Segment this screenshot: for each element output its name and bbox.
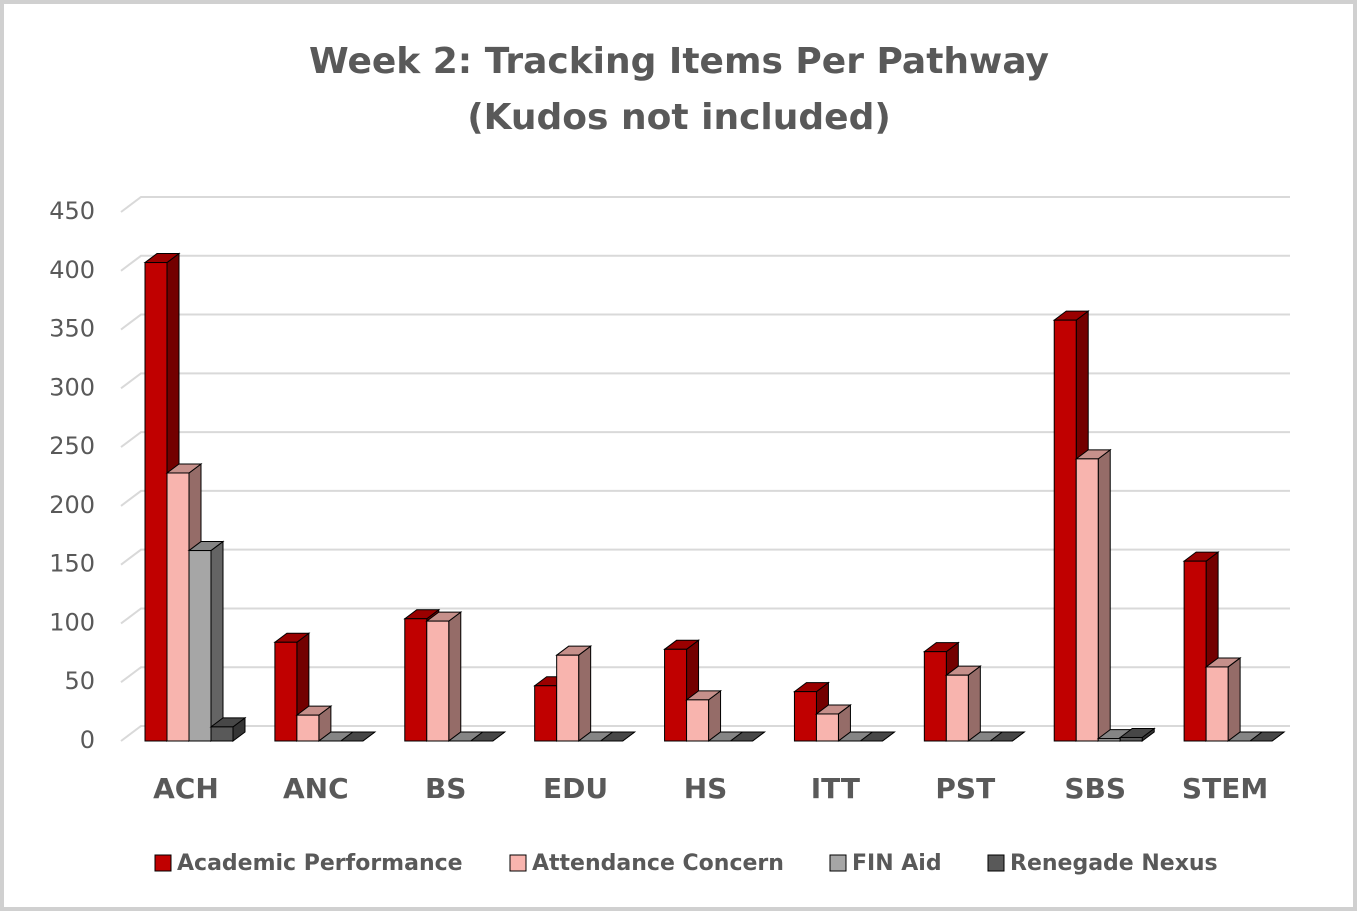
y-tick-label: 100 (49, 608, 95, 636)
bar-top (469, 731, 507, 742)
y-tick-label: 400 (49, 256, 95, 284)
grid-line (120, 489, 1290, 507)
bar (426, 620, 450, 742)
x-tick-label: ACH (153, 772, 219, 805)
bar (534, 685, 558, 742)
grid-line (120, 431, 1290, 448)
bar (1183, 560, 1207, 742)
bar (1097, 738, 1121, 742)
bar (1119, 736, 1143, 742)
bar (166, 472, 190, 742)
grid-line (120, 372, 1290, 390)
bar (815, 713, 839, 742)
bar-top (1248, 731, 1286, 742)
grid-line (120, 254, 1290, 272)
bar (210, 726, 234, 742)
bar (274, 641, 298, 742)
x-tick-label: BS (425, 772, 467, 805)
bar-side (967, 665, 981, 742)
x-tick-label: EDU (543, 772, 608, 805)
bar (144, 262, 168, 742)
x-tick-label: ITT (811, 772, 860, 805)
bar (1205, 666, 1229, 742)
bar-side (1227, 656, 1241, 742)
y-tick-label: 150 (49, 550, 95, 578)
grid-line (120, 548, 1290, 566)
bar (923, 651, 947, 742)
bar-top (729, 731, 767, 742)
bar (945, 674, 969, 742)
bar (1075, 458, 1099, 742)
x-tick-label: PST (935, 772, 995, 805)
legend-swatch (987, 854, 1005, 872)
y-tick-label: 450 (49, 197, 95, 225)
legend-swatch (154, 854, 172, 872)
y-tick-label: 300 (49, 373, 95, 401)
legend-swatch (509, 854, 527, 872)
legend-label: Academic Performance (177, 851, 463, 876)
bar-top (599, 731, 637, 742)
grid-line (120, 666, 1290, 684)
chart-title: Week 2: Tracking Items Per Pathway (309, 41, 1049, 82)
bar (793, 691, 817, 742)
bar-side (1097, 448, 1111, 742)
legend-swatch (829, 854, 847, 872)
y-tick-label: 200 (49, 491, 95, 519)
bar (686, 699, 710, 742)
grid-line (120, 725, 1290, 742)
y-tick-label: 0 (80, 726, 95, 754)
bar-top (858, 731, 896, 742)
legend-label: Renegade Nexus (1010, 851, 1218, 876)
grid-line (120, 313, 1290, 331)
bar (556, 654, 580, 742)
bar-side (210, 540, 224, 742)
bar (296, 714, 320, 742)
bar (404, 618, 428, 742)
bar-side (448, 611, 462, 742)
chart-subtitle: (Kudos not included) (467, 97, 891, 138)
bar-top (988, 731, 1026, 742)
x-tick-label: ANC (283, 772, 349, 805)
x-tick-label: HS (684, 772, 728, 805)
x-tick-label: STEM (1182, 772, 1268, 805)
grid-line (120, 196, 1290, 213)
legend-label: FIN Aid (852, 851, 942, 876)
y-tick-label: 350 (49, 315, 95, 343)
legend-label: Attendance Concern (532, 851, 784, 876)
x-tick-label: SBS (1064, 772, 1126, 805)
grid-line (120, 607, 1290, 625)
bar (1053, 319, 1077, 742)
y-tick-label: 50 (64, 667, 95, 695)
y-tick-label: 250 (49, 432, 95, 460)
bar-side (578, 645, 592, 742)
bar (664, 648, 688, 742)
bar (188, 550, 212, 742)
bar-top (339, 731, 377, 742)
